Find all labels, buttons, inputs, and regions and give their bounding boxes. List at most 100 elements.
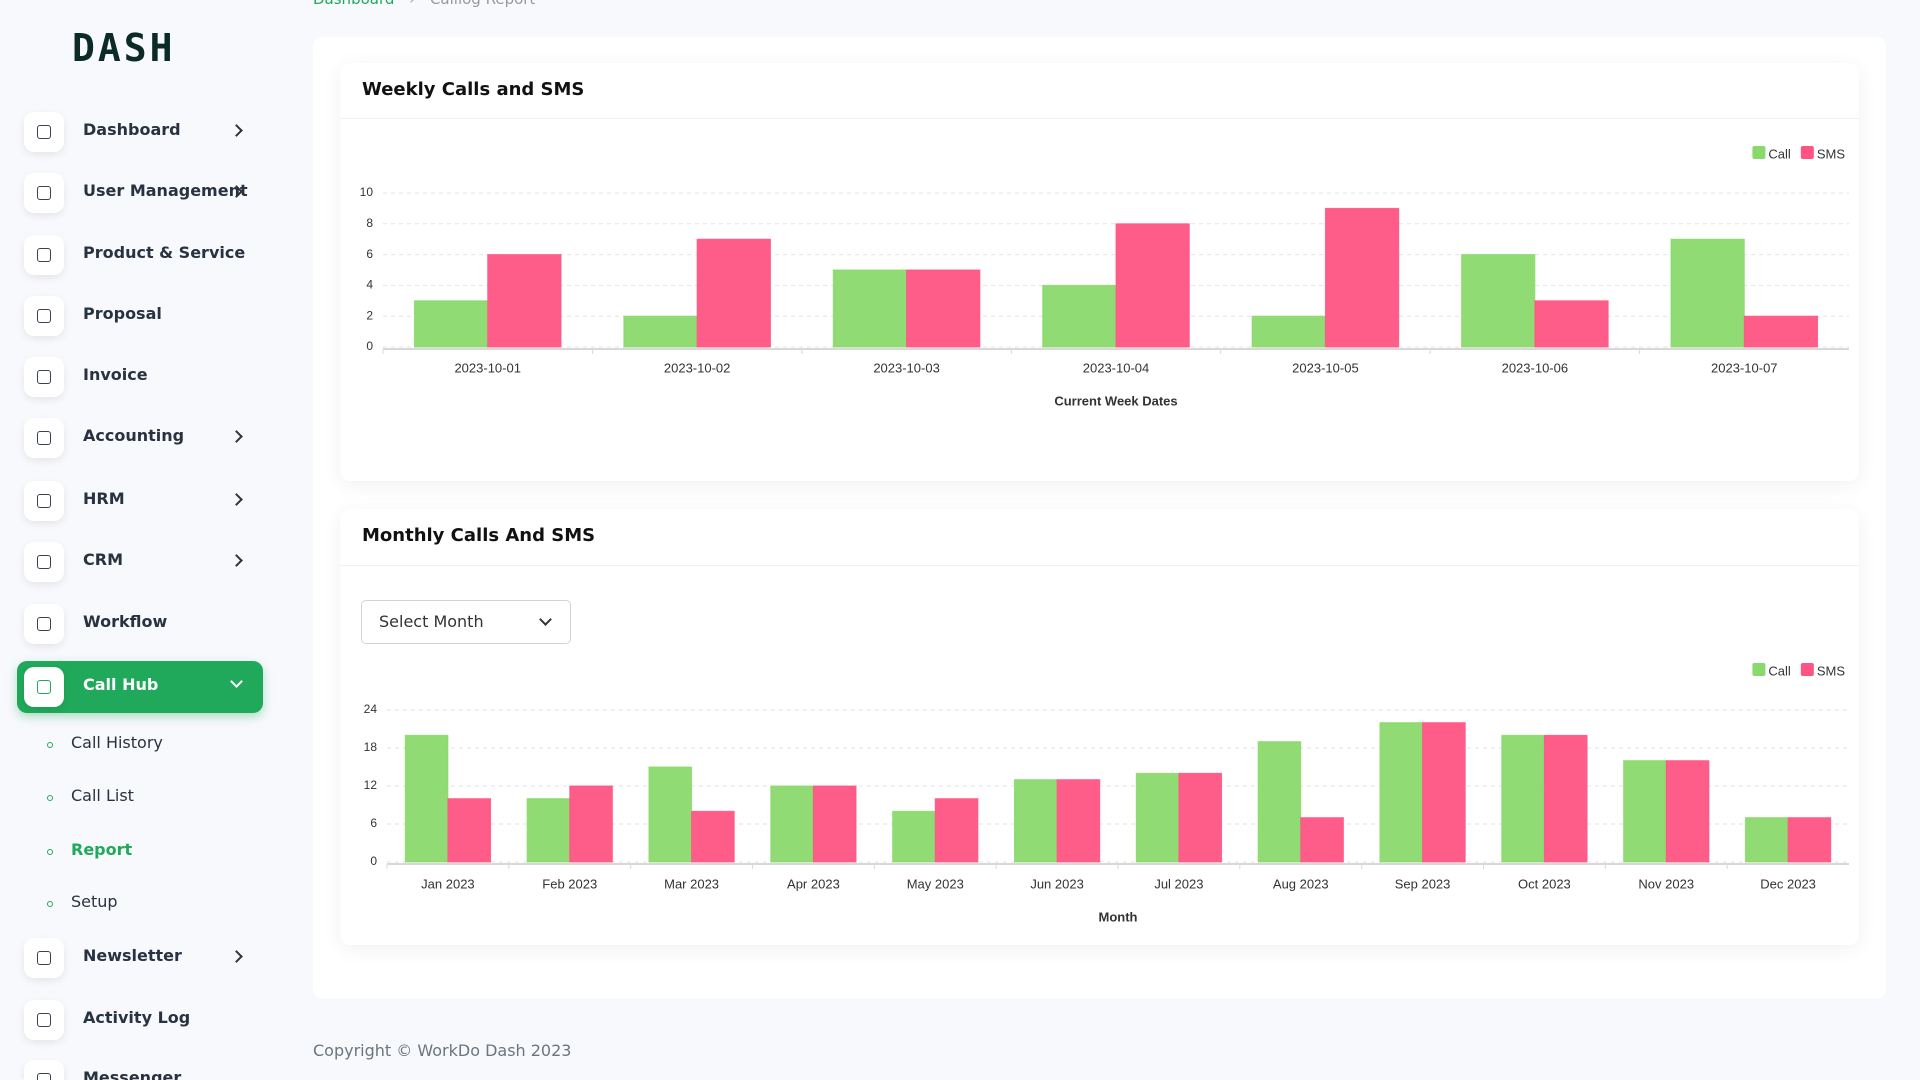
chart: 0 2 4 6 8 10 2023-10-01 2023-10-02 2023-10-03 202… — [360, 146, 1849, 408]
x-tick-label: Mar 2023 — [664, 876, 719, 891]
bar — [1534, 300, 1609, 348]
bar — [1543, 734, 1588, 863]
chart-title: Monthly Calls And SMS — [362, 525, 596, 546]
x-tick-label: May 2023 — [907, 876, 964, 891]
x-tick-label: 2023-10-07 — [1711, 360, 1778, 375]
x-tick-label: Oct 2023 — [1518, 876, 1571, 891]
submenu-item-active[interactable]: Report — [46, 840, 133, 859]
menu-label: HRM — [83, 489, 125, 508]
y-tick-label: 24 — [364, 702, 378, 716]
breadcrumb: Dashboard › Calllog Report — [313, 0, 535, 8]
y-tick-label: 8 — [366, 216, 373, 230]
legend-swatch — [1800, 663, 1814, 676]
y-tick-label: 4 — [366, 278, 373, 292]
x-tick-label: 2023-10-04 — [1083, 360, 1150, 375]
brand-logo[interactable]: DASH — [72, 26, 176, 70]
bar — [404, 734, 449, 863]
menu-item[interactable]: User Management — [17, 167, 263, 219]
legend-swatch — [1752, 663, 1766, 676]
y-tick-label: 0 — [370, 854, 377, 868]
bar — [1178, 772, 1223, 863]
menu-item[interactable]: Newsletter — [17, 932, 263, 984]
bar — [770, 785, 814, 863]
x-tick-label: Aug 2023 — [1273, 876, 1329, 891]
legend-label: Call — [1768, 663, 1791, 678]
bar — [832, 269, 908, 348]
bar — [447, 798, 492, 863]
bar — [1422, 722, 1466, 863]
bar — [892, 810, 936, 863]
menu-item[interactable]: Activity Log — [17, 994, 263, 1046]
bar — [569, 785, 613, 863]
menu-item[interactable]: Accounting — [17, 412, 263, 464]
menu-item[interactable]: Messenger — [17, 1054, 263, 1080]
y-tick-label: 6 — [366, 247, 373, 261]
select-placeholder: Select Month — [379, 612, 484, 631]
x-tick-label: 2023-10-03 — [873, 360, 940, 375]
bar — [1461, 254, 1536, 348]
bar — [1379, 722, 1424, 863]
breadcrumb-link[interactable]: Dashboard — [313, 0, 394, 8]
legend-swatch — [1752, 146, 1766, 159]
x-tick-label: Jun 2023 — [1030, 876, 1084, 891]
menu-item-active[interactable]: Call Hub — [17, 661, 263, 713]
chart: 0 6 12 18 24 Jan 2023 Feb 2023 Mar 2023 Apr 2023… — [364, 663, 1849, 924]
x-tick-label: 2023-10-02 — [664, 360, 731, 375]
bar — [1135, 772, 1180, 863]
legend-label: SMS — [1817, 663, 1846, 678]
legend-label: Call — [1768, 146, 1791, 161]
menu-label: Proposal — [83, 304, 162, 323]
bar — [1056, 779, 1101, 863]
bar — [691, 810, 735, 863]
y-tick-label: 12 — [364, 778, 378, 792]
bar — [1115, 223, 1190, 348]
menu-item[interactable]: Product & Service — [17, 229, 263, 281]
submenu-item[interactable]: Call List — [47, 786, 134, 805]
menu-item[interactable]: Proposal — [17, 290, 263, 342]
x-axis-title: Current Week Dates — [1054, 393, 1177, 408]
menu-label: Activity Log — [83, 1008, 191, 1027]
main-card: Weekly Calls and SMS 0 2 4 6 8 10 2023-10-01 20… — [313, 37, 1886, 999]
x-tick-label: Dec 2023 — [1760, 876, 1816, 891]
bar — [1251, 315, 1326, 348]
menu-item[interactable]: Dashboard — [17, 106, 263, 158]
x-axis-title: Month — [1099, 909, 1138, 924]
y-tick-label: 2 — [366, 308, 373, 322]
x-tick-label: Jan 2023 — [421, 876, 475, 891]
bar — [1013, 779, 1058, 863]
submenu-item[interactable]: Setup — [47, 892, 118, 911]
menu-label: Product & Service — [83, 243, 246, 262]
bar — [1501, 734, 1545, 863]
x-tick-label: Jul 2023 — [1154, 876, 1203, 891]
y-tick-label: 10 — [360, 185, 374, 199]
menu-label: Workflow — [83, 612, 168, 631]
menu-item[interactable]: CRM — [17, 536, 263, 588]
bar — [413, 300, 489, 348]
month-select[interactable]: Select Month — [361, 600, 571, 644]
menu-label: Dashboard — [83, 120, 181, 139]
menu-label: CRM — [83, 550, 123, 569]
chart-card: Weekly Calls and SMS 0 2 4 6 8 10 2023-10-01 20… — [340, 63, 1859, 481]
menu-label: Accounting — [83, 426, 185, 445]
bar — [1665, 760, 1710, 863]
x-tick-label: 2023-10-01 — [454, 360, 521, 375]
menu-item[interactable]: Invoice — [17, 351, 263, 403]
menu-label: Newsletter — [83, 946, 182, 965]
bar — [906, 269, 981, 348]
bar — [1787, 817, 1832, 863]
submenu-item[interactable]: Call History — [47, 733, 163, 752]
menu-label: Invoice — [83, 365, 148, 384]
menu-item[interactable]: Workflow — [17, 598, 263, 650]
x-tick-label: Feb 2023 — [542, 876, 597, 891]
menu-label: Call Hub — [83, 675, 159, 694]
x-tick-label: Sep 2023 — [1395, 876, 1451, 891]
legend-swatch — [1800, 146, 1814, 159]
bar — [623, 315, 698, 348]
bar — [1324, 207, 1400, 348]
bar — [487, 254, 562, 348]
bar — [934, 798, 979, 863]
bar — [1744, 817, 1789, 863]
x-tick-label: Nov 2023 — [1638, 876, 1694, 891]
menu-item[interactable]: HRM — [17, 475, 263, 527]
